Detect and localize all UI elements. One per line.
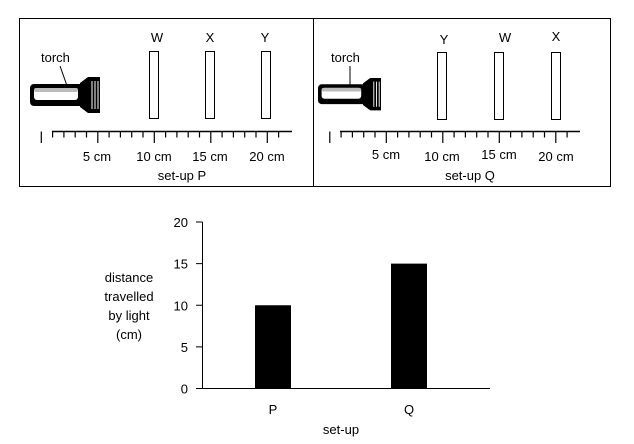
bar-q: [391, 263, 427, 389]
y-axis-title-line-3: by light: [108, 308, 150, 323]
ruler-label-p-5: 5 cm: [83, 149, 111, 164]
setup-panels-frame: [19, 18, 611, 187]
bar-p: [255, 305, 291, 389]
torch-p: torch: [30, 50, 100, 113]
y-tick-label-0: 0: [181, 382, 188, 397]
ruler-label-q-5: 5 cm: [372, 147, 400, 162]
bars: [255, 263, 427, 389]
card-label-p-3: Y: [261, 30, 270, 45]
card-label-p-2: X: [206, 30, 215, 45]
setup-q-panel: torch Y W X 5 c: [318, 29, 580, 183]
torch-label-p: torch: [41, 50, 70, 65]
torch-icon-p: [30, 77, 100, 113]
card-w-q: W: [494, 30, 512, 120]
ruler-ticks-q: [329, 131, 568, 143]
caption-setup-p: set-up P: [158, 168, 206, 183]
y-ticks: 0 5 10 15 20: [174, 215, 203, 397]
y-tick-label-2: 10: [174, 298, 188, 313]
y-axis-title-line-4: (cm): [116, 327, 142, 342]
ruler-label-q-15: 15 cm: [481, 147, 516, 162]
x-tick-label-q: Q: [404, 402, 414, 417]
y-tick-label-3: 15: [174, 257, 188, 272]
ruler-label-p-10: 10 cm: [136, 149, 171, 164]
card-y-q: Y: [437, 32, 449, 120]
torch-label-q: torch: [331, 50, 360, 65]
ruler-q: 5 cm 10 cm 15 cm 20 cm: [329, 130, 580, 164]
setup-p-panel: torch W X Y 5 c: [30, 30, 292, 183]
y-tick-label-1: 5: [181, 340, 188, 355]
ruler-p: 5 cm 10 cm 15 cm 20 cm: [40, 130, 292, 164]
y-tick-label-4: 20: [174, 215, 188, 230]
card-w-p: W: [149, 30, 164, 119]
card-label-q-1: Y: [440, 32, 449, 47]
ruler-ticks-p: [40, 131, 280, 143]
card-label-q-2: W: [499, 30, 512, 45]
y-axis-title-line-2: travelled: [104, 289, 153, 304]
ruler-label-p-20: 20 cm: [249, 149, 284, 164]
card-x-p: X: [205, 30, 215, 119]
bar-chart: distance travelled by light (cm) 0 5 10 15 2…: [104, 215, 490, 437]
ruler-label-p-15: 15 cm: [192, 149, 227, 164]
y-axis-title-line-1: distance: [105, 270, 153, 285]
y-axis-title: distance travelled by light (cm): [104, 270, 153, 342]
card-label-q-3: X: [552, 29, 561, 44]
card-x-q: X: [551, 29, 561, 120]
x-axis-title: set-up: [323, 422, 359, 437]
x-tick-label-p: P: [269, 402, 278, 417]
torch-icon-q: [318, 78, 381, 111]
card-y-p: Y: [261, 30, 271, 119]
caption-setup-q: set-up Q: [445, 168, 495, 183]
card-label-p-1: W: [151, 30, 164, 45]
ruler-label-q-10: 10 cm: [424, 149, 459, 164]
ruler-label-q-20: 20 cm: [538, 149, 573, 164]
torch-q: torch: [318, 50, 381, 111]
